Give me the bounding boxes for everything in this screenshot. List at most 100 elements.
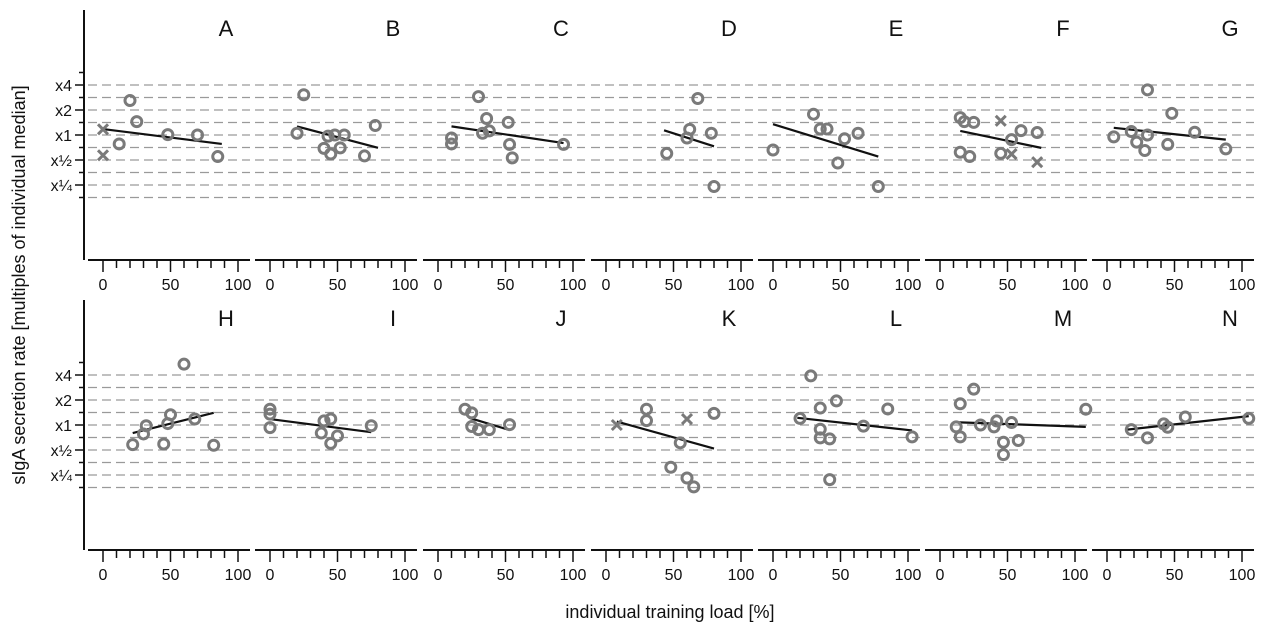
- panel-label: K: [722, 306, 737, 331]
- data-point: [683, 122, 697, 136]
- data-point: [949, 420, 963, 434]
- x-tick-label: 100: [1229, 567, 1256, 584]
- data-point: [211, 150, 225, 164]
- data-point: [337, 128, 351, 142]
- data-point: [1242, 411, 1256, 425]
- data-point: [476, 126, 490, 140]
- y-tick-label: x2: [55, 393, 72, 410]
- cross-stroke: [994, 114, 1007, 127]
- data-point: [994, 146, 1008, 160]
- data-point: [263, 402, 277, 416]
- data-point: [130, 115, 144, 129]
- data-point: [364, 419, 378, 433]
- data-point: [996, 435, 1010, 449]
- x-tick-label: 100: [728, 277, 755, 294]
- panel-l: 0 50 100 L: [758, 306, 921, 584]
- panel-label: L: [890, 306, 902, 331]
- cross-stroke: [1005, 147, 1018, 161]
- panel-label: A: [219, 16, 234, 41]
- cross-stroke: [96, 123, 110, 136]
- x-tick-label: 0: [99, 567, 108, 584]
- x-tick-label: 0: [936, 567, 945, 584]
- data-point: [804, 369, 818, 383]
- cross-stroke: [680, 412, 694, 426]
- data-point: [974, 418, 987, 432]
- panel-label: I: [390, 306, 396, 331]
- data-point: [321, 129, 335, 143]
- data-point: [660, 146, 674, 160]
- data-point: [831, 156, 845, 170]
- x-tick-label: 50: [999, 277, 1017, 294]
- panel-label: N: [1222, 306, 1238, 331]
- data-point: [1161, 137, 1175, 151]
- data-point: [967, 115, 981, 129]
- data-point: [188, 412, 202, 426]
- panel-g: 0 50 100 G: [1092, 16, 1255, 294]
- data-point: [465, 406, 479, 420]
- data-point: [1124, 125, 1138, 139]
- data-point: [813, 122, 827, 136]
- data-point: [707, 179, 721, 193]
- data-point: [1141, 83, 1154, 97]
- panel-e: 0 50 100 E: [758, 16, 921, 294]
- data-point: [823, 473, 837, 487]
- data-point: [126, 438, 140, 452]
- y-axis-label: sIgA secretion rate [multiples of indivi…: [9, 85, 29, 484]
- x-tick-label: 0: [99, 277, 108, 294]
- data-point: [191, 128, 204, 142]
- x-tick-label: 100: [225, 567, 252, 584]
- data-point: [317, 414, 331, 428]
- data-point: [1161, 420, 1175, 434]
- data-point: [465, 419, 479, 433]
- data-point: [820, 122, 834, 136]
- panel-d: 0 50 100 D: [591, 16, 754, 294]
- data-point: [813, 401, 827, 415]
- data-point: [1219, 142, 1233, 156]
- x-tick-label: 50: [999, 567, 1017, 584]
- data-point: [1138, 144, 1152, 158]
- panel-label: H: [218, 306, 234, 331]
- data-point: [807, 107, 820, 121]
- panel-k: 0 50 100 K: [591, 306, 754, 584]
- data-point: [1124, 423, 1138, 437]
- data-point: [1165, 106, 1179, 120]
- data-point: [472, 423, 485, 437]
- data-point: [290, 126, 304, 140]
- data-point: [480, 112, 494, 126]
- data-point: [139, 419, 153, 433]
- x-axis-label: individual training load [%]: [565, 602, 774, 622]
- data-point: [953, 397, 967, 411]
- data-point: [1014, 124, 1028, 138]
- data-point: [1141, 431, 1154, 445]
- y-tick-label: x2: [55, 103, 72, 120]
- data-point: [1079, 402, 1093, 416]
- panel-label: J: [556, 306, 567, 331]
- x-tick-label: 50: [497, 567, 515, 584]
- data-point: [112, 137, 126, 151]
- x-tick-label: 100: [560, 567, 587, 584]
- data-point: [838, 132, 852, 146]
- excluded-point: [1005, 147, 1018, 161]
- panel-label: G: [1221, 16, 1238, 41]
- data-point: [557, 137, 571, 151]
- x-tick-label: 100: [392, 277, 419, 294]
- excluded-point: [680, 412, 694, 426]
- data-point: [664, 460, 678, 474]
- data-point: [123, 94, 137, 108]
- x-tick-label: 0: [266, 567, 275, 584]
- data-point: [482, 423, 496, 437]
- cross-stroke: [1031, 156, 1044, 169]
- data-point: [851, 126, 865, 140]
- x-tick-label: 0: [936, 277, 945, 294]
- excluded-point: [96, 149, 110, 162]
- regression-line: [296, 125, 379, 149]
- data-point: [503, 137, 517, 151]
- data-point: [687, 480, 701, 494]
- data-point: [1030, 126, 1044, 140]
- data-point: [263, 407, 277, 421]
- x-tick-label: 50: [329, 277, 347, 294]
- panel-f: 0 50 100 F: [925, 16, 1088, 294]
- data-point: [297, 88, 311, 102]
- data-point: [1107, 130, 1121, 144]
- y-tick-label: x¼: [51, 468, 73, 485]
